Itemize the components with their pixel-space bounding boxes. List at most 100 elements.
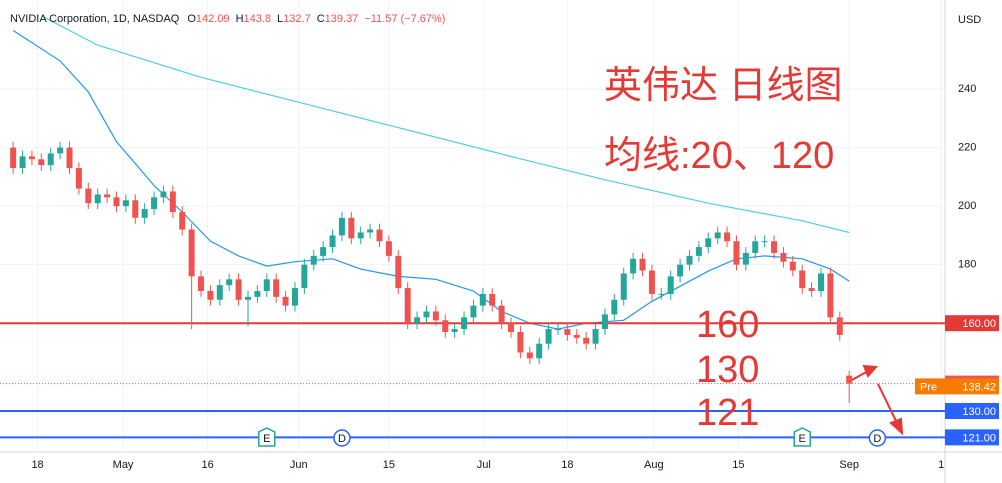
arrow-head xyxy=(889,417,904,436)
arrow-head xyxy=(862,364,879,378)
candle-body xyxy=(761,241,768,243)
candle-body xyxy=(799,270,806,289)
candle-body xyxy=(564,329,571,335)
annotation: 160 xyxy=(696,304,759,346)
candle-body xyxy=(714,232,721,239)
candle-body xyxy=(808,288,815,292)
ohlc-value: 139.37 xyxy=(325,13,359,25)
candle-body xyxy=(263,279,270,292)
candle-body xyxy=(601,314,608,330)
candle-body xyxy=(686,255,693,265)
candle-body xyxy=(789,261,796,271)
candle-body xyxy=(10,147,17,169)
y-tick-label: 200 xyxy=(958,200,976,212)
candle-body xyxy=(827,273,834,318)
ohlc: O142.09 H143.8 L132.7 C139.37 −11.57 (−7.67%… xyxy=(187,13,445,25)
x-tick-label: May xyxy=(113,459,134,471)
x-tick-label: 15 xyxy=(383,459,395,471)
candle-body xyxy=(592,329,599,344)
moving-average xyxy=(41,15,850,234)
y-tick-label: 180 xyxy=(958,259,976,271)
event-label: D xyxy=(873,433,881,445)
x-tick-label: Aug xyxy=(644,459,664,471)
candle-body xyxy=(216,285,223,300)
header: NVIDIA Corporation, 1D, NASDAQ O142.09 H14… xyxy=(10,13,445,25)
x-tick-label: 1 xyxy=(938,459,944,471)
x-tick-label: 18 xyxy=(31,459,43,471)
candle-body xyxy=(47,153,54,166)
x-tick-label: Jun xyxy=(290,459,308,471)
x-tick-label: 16 xyxy=(201,459,213,471)
candle-body xyxy=(75,168,82,189)
candle-body xyxy=(648,270,655,294)
candle-body xyxy=(432,311,439,321)
candle-body xyxy=(376,229,383,242)
candle-body xyxy=(198,276,205,292)
change: −11.57 (−7.67%) xyxy=(364,13,445,25)
candle-body xyxy=(442,320,449,332)
candle-body xyxy=(38,159,45,166)
candle-body xyxy=(254,291,261,297)
candle-body xyxy=(536,343,543,359)
y-tick-label: 240 xyxy=(958,83,976,95)
candle-body xyxy=(244,296,251,300)
candle-body xyxy=(301,264,308,289)
level-tag-label: 121.00 xyxy=(962,432,996,444)
candle-body xyxy=(780,252,787,262)
event-label: E xyxy=(799,433,806,445)
subtitle: 均线:20、120 xyxy=(604,135,834,177)
candle-body xyxy=(207,291,214,300)
candle-body xyxy=(385,241,392,256)
title: 英伟达 日线图 xyxy=(604,65,843,107)
candle-body xyxy=(141,209,148,218)
ohlc-value: 132.7 xyxy=(283,13,311,25)
candle-body xyxy=(28,156,35,160)
candle-body xyxy=(470,305,477,318)
event-label: E xyxy=(263,433,270,445)
candle-body xyxy=(329,235,336,248)
x-tick-label: 15 xyxy=(732,459,744,471)
x-tick-label: Sep xyxy=(839,459,859,471)
candle-body xyxy=(508,323,515,332)
candle-body xyxy=(104,194,111,198)
candle-body xyxy=(554,329,561,331)
candle-body xyxy=(414,317,421,324)
arrow xyxy=(877,383,898,424)
earnings-marker xyxy=(793,427,811,447)
candle-body xyxy=(771,241,778,253)
annotation: 130 xyxy=(696,349,759,391)
dividend-marker xyxy=(333,429,351,447)
candle-body xyxy=(451,329,458,332)
candle-body xyxy=(545,329,552,344)
candle-body xyxy=(489,293,496,306)
level-tag xyxy=(945,315,999,332)
candle-body xyxy=(836,317,843,335)
candle-body xyxy=(132,200,139,218)
premarket-value: 138.42 xyxy=(962,381,996,393)
candle-body xyxy=(818,273,825,292)
premarket-label: Pre xyxy=(920,381,937,393)
candle-body xyxy=(705,238,712,248)
y-tick-label: 220 xyxy=(958,141,976,153)
candle-body xyxy=(742,252,749,265)
candle-body xyxy=(395,255,402,289)
ohlc-label: C xyxy=(317,13,325,25)
candle-body xyxy=(423,311,430,318)
dividend-marker xyxy=(868,429,887,447)
candle-body xyxy=(461,317,468,330)
candle-body xyxy=(169,191,176,212)
annotation: 121 xyxy=(696,392,759,434)
candle-body xyxy=(752,241,759,253)
candle-body xyxy=(695,247,702,256)
level-tag xyxy=(945,429,999,446)
arrows xyxy=(851,364,904,436)
arrow xyxy=(851,370,869,381)
symbol: NVIDIA Corporation, 1D, NASDAQ xyxy=(10,13,180,25)
candle-body xyxy=(526,352,533,359)
ohlc-value: 142.09 xyxy=(196,13,230,25)
candle-body xyxy=(573,334,580,338)
candle-body xyxy=(620,273,627,300)
